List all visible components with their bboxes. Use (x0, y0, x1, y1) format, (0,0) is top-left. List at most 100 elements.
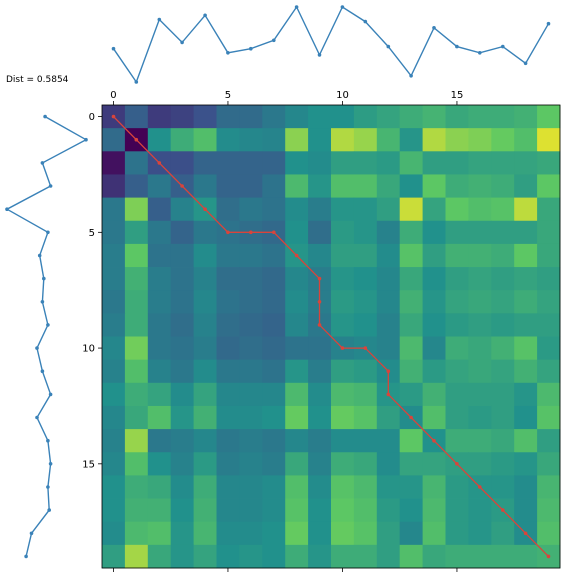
heatmap-cell (170, 290, 194, 314)
heatmap-cell (216, 151, 240, 175)
heatmap-cell (124, 313, 149, 337)
heatmap-cell (193, 336, 217, 361)
heatmap-cell (468, 359, 492, 384)
heatmap-cell (514, 313, 538, 337)
heatmap-cell (170, 313, 194, 337)
heatmap-cell (216, 544, 240, 569)
heatmap-cell (239, 267, 263, 291)
heatmap-cell (353, 521, 378, 546)
heatmap-cell (147, 521, 172, 546)
heatmap-cell (102, 151, 126, 175)
heatmap-cell (308, 405, 332, 430)
top-series-point (157, 17, 162, 22)
heatmap-cell (147, 429, 172, 453)
heatmap-cell (353, 429, 378, 453)
heatmap-cell (445, 197, 469, 222)
heatmap-cell (147, 128, 172, 152)
heatmap-cell (124, 220, 149, 245)
heatmap-cell (491, 151, 515, 175)
heatmap-cell (193, 405, 217, 430)
heatmap-cell (308, 382, 332, 407)
y-tick-label: 0 (89, 112, 95, 123)
heatmap-cell (239, 382, 263, 407)
heatmap-cell (216, 521, 240, 546)
warping-path-point (317, 300, 322, 304)
heatmap-cell (537, 197, 561, 222)
heatmap-cell (537, 105, 561, 129)
heatmap-cell (514, 452, 538, 476)
heatmap-cell (216, 498, 240, 523)
heatmap-cell (491, 105, 515, 129)
heatmap-cell (353, 498, 378, 523)
warping-path-point (111, 114, 116, 119)
heatmap-cell (308, 174, 332, 198)
heatmap-cell (124, 544, 149, 569)
warping-path-point (226, 230, 230, 235)
heatmap-cell (170, 267, 194, 291)
heatmap-cell (262, 359, 286, 384)
heatmap-cell (468, 405, 492, 430)
heatmap-cell (102, 267, 126, 291)
heatmap-cell (170, 359, 194, 384)
heatmap-cell (193, 267, 217, 291)
heatmap-cell (376, 267, 401, 291)
heatmap-cell (193, 359, 217, 384)
heatmap-cell (468, 243, 492, 268)
warping-path-point (501, 508, 505, 512)
heatmap-cell (399, 267, 423, 291)
heatmap-cell (422, 267, 446, 291)
heatmap-cell (468, 105, 492, 129)
heatmap-cell (514, 267, 538, 291)
left-series-point (46, 485, 50, 489)
heatmap-cell (468, 174, 492, 198)
heatmap-cell (193, 105, 217, 129)
top-series-point (203, 13, 207, 18)
heatmap-cell (102, 475, 126, 499)
heatmap-cell (353, 105, 378, 129)
heatmap-cell (308, 128, 332, 152)
heatmap-cell (399, 521, 423, 546)
left-series-point (46, 230, 50, 235)
top-series-point (409, 74, 413, 78)
heatmap-cell (422, 544, 446, 569)
heatmap-cell (170, 405, 194, 430)
top-series-point (272, 38, 276, 43)
warping-path-point (272, 230, 276, 235)
warping-path-point (294, 253, 299, 258)
heatmap-cell (445, 405, 469, 430)
heatmap-cell (102, 452, 126, 476)
warping-path-point (386, 392, 391, 397)
heatmap-cell (468, 128, 492, 152)
heatmap-cell (514, 174, 538, 198)
warping-path-point (432, 438, 436, 443)
heatmap-cell (445, 313, 469, 337)
heatmap-cell (147, 498, 172, 523)
heatmap-cell (331, 382, 355, 407)
heatmap-cell (445, 243, 469, 268)
heatmap-cell (262, 521, 286, 546)
top-series-line (112, 5, 550, 84)
heatmap-cell (285, 290, 309, 314)
left-series-point (48, 462, 53, 466)
heatmap-cell (331, 544, 355, 569)
heatmap-cell (124, 105, 149, 129)
heatmap-cell (285, 128, 309, 152)
heatmap-cell (537, 336, 561, 361)
heatmap-cell (216, 267, 240, 291)
heatmap-cell (216, 452, 240, 476)
heatmap-cell (537, 498, 561, 523)
heatmap-cell (285, 267, 309, 291)
heatmap-cell (170, 382, 194, 407)
heatmap-cell (308, 544, 332, 569)
heatmap-cell (468, 290, 492, 314)
left-series-point (48, 392, 53, 397)
heatmap-cell (399, 382, 423, 407)
heatmap-cell (376, 475, 401, 499)
heatmap-cell (445, 382, 469, 407)
top-series-point (340, 5, 345, 9)
heatmap-cell (445, 105, 469, 129)
left-series-point (40, 161, 45, 165)
heatmap-cell (468, 498, 492, 523)
heatmap-cell (170, 336, 194, 361)
heatmap-cell (216, 128, 240, 152)
